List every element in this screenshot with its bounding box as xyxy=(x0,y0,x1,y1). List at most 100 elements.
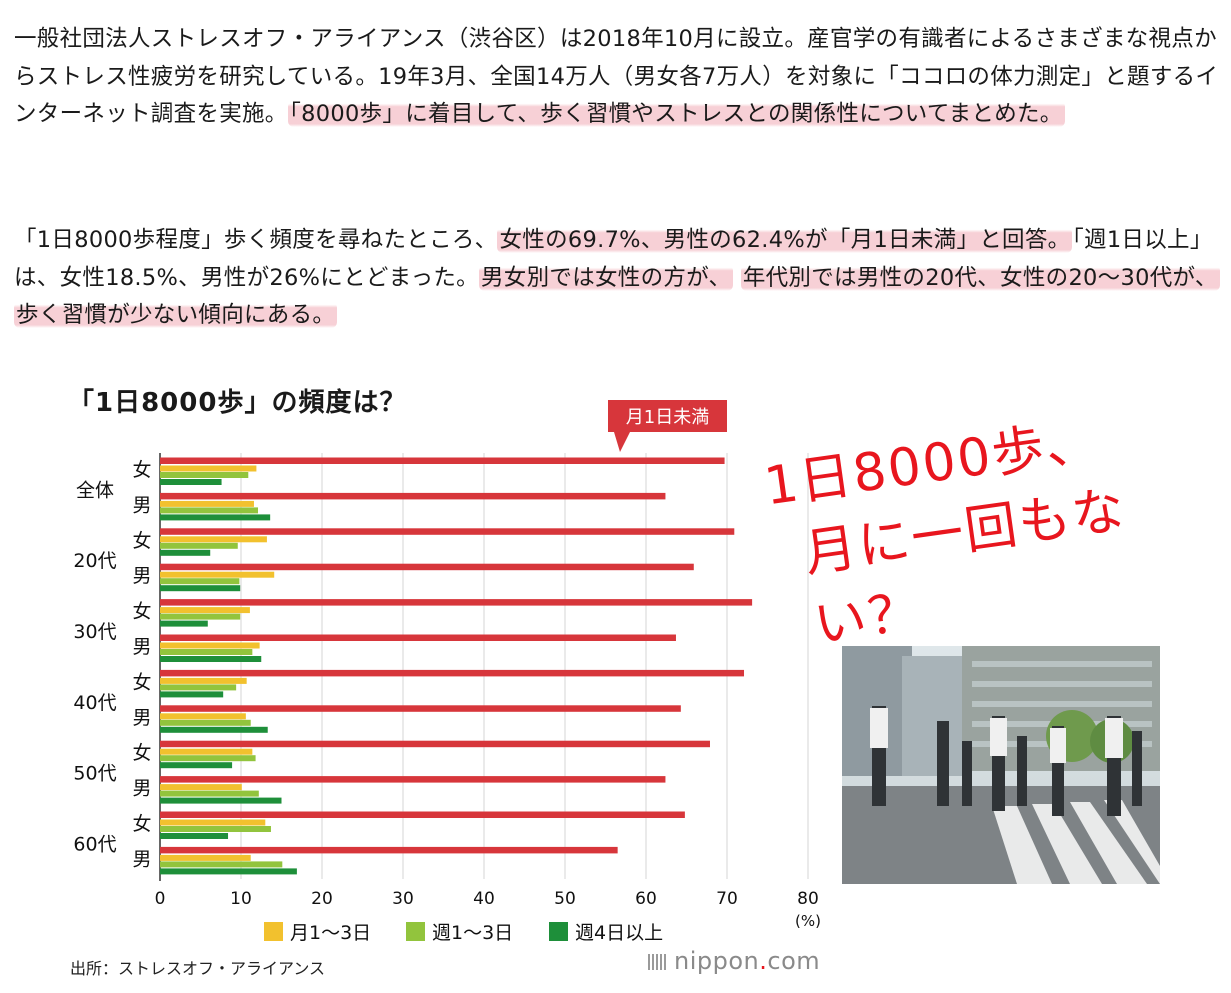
bar-weekly-1-3 xyxy=(160,719,251,726)
bar-weekly-1-3 xyxy=(160,578,240,585)
chart-title: 「1日8000歩」の頻度は？ xyxy=(68,388,407,418)
logo-name: nippon xyxy=(674,947,760,975)
bar-monthly-1-3 xyxy=(160,642,260,649)
logo-bars-icon xyxy=(648,954,668,970)
group-label: 40代 xyxy=(73,692,116,714)
p2-text-b: 「週1日以上」は、女性18.5%、男性が26%にとどまった。 xyxy=(14,227,1213,291)
bar-weekly-4plus xyxy=(160,549,211,556)
legend-label: 週4日以上 xyxy=(575,922,663,944)
x-tick-label: 30 xyxy=(392,889,414,909)
x-tick-label: 80 xyxy=(797,889,819,909)
bar-weekly-1-3 xyxy=(160,507,259,514)
group-label: 60代 xyxy=(73,833,116,855)
x-tick-label: 70 xyxy=(716,889,738,909)
bar-weekly-1-3 xyxy=(160,861,283,868)
bar-under-1day xyxy=(160,740,710,748)
pedestrian-crossing-photo xyxy=(842,646,1160,884)
gender-label: 女 xyxy=(132,671,151,693)
p1-text: 一般社団法人ストレスオフ・アライアンス（渋谷区）は2018年10月に設立。産官学… xyxy=(14,26,1219,127)
group-label: 20代 xyxy=(73,550,116,572)
bar-monthly-1-3 xyxy=(160,607,250,614)
x-tick-label: 40 xyxy=(473,889,495,909)
bar-weekly-4plus xyxy=(160,479,222,485)
article-paragraph-2: 「1日8000歩程度」歩く頻度を尋ねたところ、女性の69.7%、男性の62.4%… xyxy=(14,222,1220,335)
legend-label: 月1～3日 xyxy=(290,922,371,944)
source-note: 出所：ストレスオフ・アライアンス xyxy=(70,959,326,978)
bar-weekly-1-3 xyxy=(160,684,237,691)
callout-pointer xyxy=(614,432,630,452)
gender-label: 男 xyxy=(132,848,151,870)
gender-label: 男 xyxy=(132,707,151,729)
x-tick-label: 50 xyxy=(554,889,576,909)
x-unit-label: (%) xyxy=(795,912,821,930)
p2-highlight-1: 女性の69.7%、男性の62.4%が「月1日未満」と回答。 xyxy=(497,227,1073,253)
gender-label: 女 xyxy=(132,530,151,552)
callout-label: 月1日未満 xyxy=(626,407,709,428)
bar-weekly-4plus xyxy=(160,514,271,521)
bar-monthly-1-3 xyxy=(160,713,246,720)
bar-weekly-1-3 xyxy=(160,755,256,762)
bar-under-1day xyxy=(160,492,666,500)
gender-label: 男 xyxy=(132,636,151,658)
bar-weekly-4plus xyxy=(160,585,241,592)
bar-weekly-4plus xyxy=(160,726,268,733)
legend-swatch xyxy=(406,922,425,941)
bar-weekly-1-3 xyxy=(160,472,249,478)
gender-label: 女 xyxy=(132,601,151,623)
p1-highlight: 「8000歩」に着目して、歩く習慣やストレスとの関係性についてまとめた。 xyxy=(287,101,1065,127)
bar-weekly-1-3 xyxy=(160,542,238,549)
bar-under-1day xyxy=(160,528,735,535)
bar-weekly-1-3 xyxy=(160,649,253,655)
bar-under-1day xyxy=(160,599,753,606)
legend-swatch xyxy=(264,922,283,941)
callout-box xyxy=(608,400,727,432)
gender-label: 男 xyxy=(132,494,151,516)
gender-label: 女 xyxy=(132,813,151,835)
bar-weekly-4plus xyxy=(160,691,224,698)
nippon-logo: nippon.com xyxy=(648,947,820,975)
bar-under-1day xyxy=(160,776,666,783)
x-tick-label: 20 xyxy=(311,889,333,909)
bar-weekly-4plus xyxy=(160,868,297,875)
bar-under-1day xyxy=(160,563,694,571)
article-paragraph-1: 一般社団法人ストレスオフ・アライアンス（渋谷区）は2018年10月に設立。産官学… xyxy=(14,21,1219,134)
group-label: 全体 xyxy=(76,479,114,501)
bar-weekly-4plus xyxy=(160,797,282,804)
bar-weekly-4plus xyxy=(160,833,229,839)
bar-weekly-1-3 xyxy=(160,613,241,620)
bar-weekly-1-3 xyxy=(160,826,271,832)
x-tick-label: 0 xyxy=(155,889,166,909)
bar-weekly-4plus xyxy=(160,762,233,769)
logo-tld: com xyxy=(767,947,821,975)
logo-dot: . xyxy=(759,947,768,975)
bar-monthly-1-3 xyxy=(160,854,251,861)
x-tick-label: 10 xyxy=(230,889,252,909)
bar-weekly-1-3 xyxy=(160,790,259,797)
bar-monthly-1-3 xyxy=(160,819,266,826)
group-label: 30代 xyxy=(73,621,116,643)
group-label: 50代 xyxy=(73,763,116,785)
bar-monthly-1-3 xyxy=(160,571,275,578)
bar-monthly-1-3 xyxy=(160,465,257,472)
bar-under-1day xyxy=(160,811,685,818)
bar-monthly-1-3 xyxy=(160,748,253,755)
bar-monthly-1-3 xyxy=(160,677,247,684)
legend-label: 週1～3日 xyxy=(432,922,513,944)
bar-under-1day xyxy=(160,634,676,641)
bar-monthly-1-3 xyxy=(160,536,267,543)
legend-swatch xyxy=(549,922,568,941)
p2-highlight-2: 男女別では女性の方が、 xyxy=(479,264,734,291)
gender-label: 男 xyxy=(132,565,151,587)
bar-monthly-1-3 xyxy=(160,500,254,507)
gender-label: 女 xyxy=(132,459,151,481)
bar-weekly-4plus xyxy=(160,620,208,627)
bar-under-1day xyxy=(160,705,681,712)
gender-label: 男 xyxy=(132,778,151,800)
bar-under-1day xyxy=(160,457,725,464)
bar-under-1day xyxy=(160,669,745,677)
p2-text-a: 「1日8000歩程度」歩く頻度を尋ねたところ、 xyxy=(14,227,498,253)
bar-under-1day xyxy=(160,846,618,854)
x-tick-label: 60 xyxy=(635,889,657,909)
gender-label: 女 xyxy=(132,742,151,764)
